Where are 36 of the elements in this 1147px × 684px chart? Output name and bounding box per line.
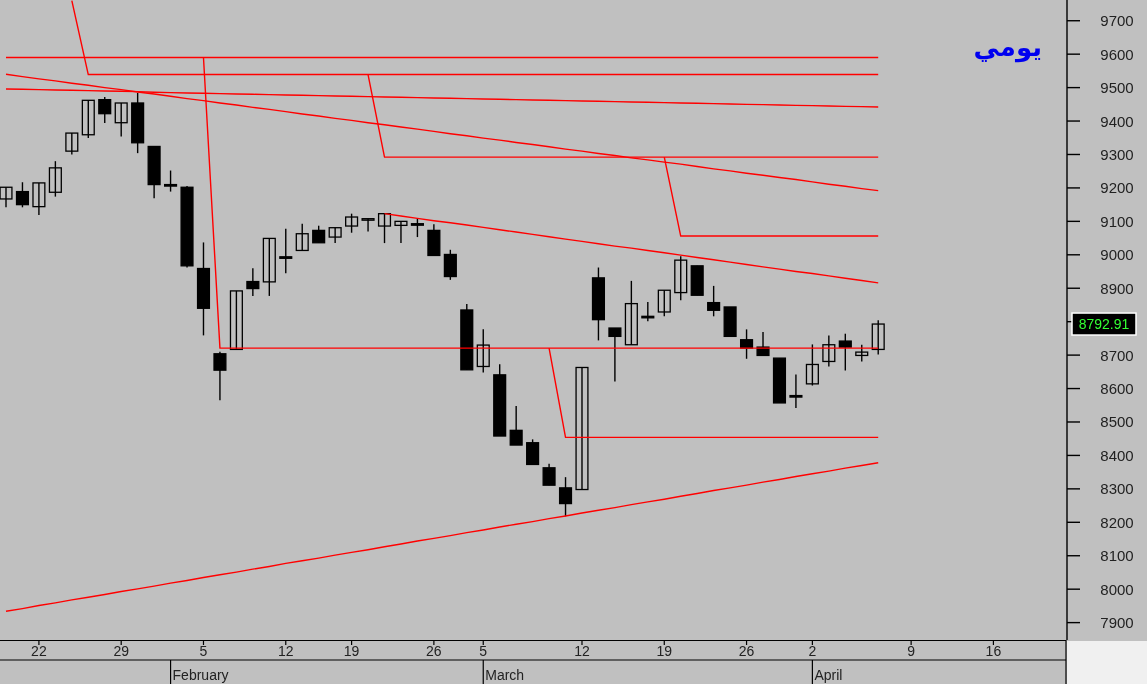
x-tick-label: 16 (985, 643, 1002, 659)
x-tick-label: 26 (738, 643, 755, 659)
x-tick-label: 5 (199, 643, 208, 659)
x-tick-label: 5 (479, 643, 488, 659)
x-tick-label: 19 (343, 643, 360, 659)
y-tick-label: 9400 (1100, 112, 1134, 130)
x-tick-label: 29 (113, 643, 130, 659)
y-tick-label: 9500 (1100, 79, 1134, 97)
x-tick-label: 9 (907, 643, 916, 659)
x-tick-label: 19 (656, 643, 673, 659)
y-tick-label: 8600 (1100, 380, 1134, 398)
y-tick-label: 8700 (1100, 346, 1134, 364)
y-tick-label: 8300 (1100, 480, 1134, 498)
y-tick-label: 9200 (1100, 179, 1134, 197)
y-tick-label: 9600 (1100, 45, 1134, 63)
text: 8792.91 (1078, 316, 1130, 333)
y-tick-label: 9100 (1100, 212, 1134, 230)
x-tick-label: 12 (574, 643, 590, 659)
x-tick-label: 26 (426, 643, 442, 659)
y-tick-label: 9700 (1100, 12, 1134, 30)
text: يومي (973, 32, 1042, 63)
y-tick-label: 9300 (1100, 145, 1134, 163)
y-tick-label: 8100 (1100, 547, 1134, 565)
text: April (814, 667, 843, 683)
text: February (172, 667, 229, 683)
y-tick-label: 8500 (1100, 413, 1134, 431)
y-tick-label: 9000 (1100, 246, 1134, 264)
x-tick-label: 12 (277, 643, 294, 659)
text: March (485, 667, 525, 683)
y-tick-label: 8000 (1100, 580, 1134, 598)
x-tick-label: 22 (31, 643, 47, 659)
y-tick-label: 8400 (1100, 446, 1134, 464)
y-tick-label: 8200 (1100, 513, 1134, 531)
x-tick-label: 2 (808, 643, 817, 659)
y-tick-label: 7900 (1100, 614, 1134, 632)
y-tick-label: 8900 (1100, 279, 1134, 297)
